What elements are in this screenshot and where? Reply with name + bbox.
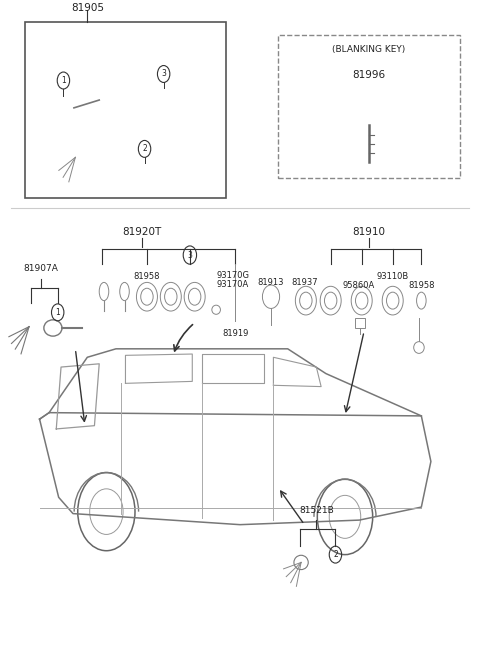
Text: 81907A: 81907A	[23, 263, 58, 272]
Text: 81905: 81905	[71, 3, 104, 12]
Text: 81958: 81958	[134, 272, 160, 281]
Text: 1: 1	[61, 76, 66, 85]
Text: 81521B: 81521B	[299, 506, 334, 515]
Text: 81958: 81958	[408, 281, 434, 290]
Text: 81996: 81996	[352, 70, 385, 81]
FancyBboxPatch shape	[278, 35, 459, 178]
Text: 95860A: 95860A	[342, 281, 374, 290]
Text: 93170G: 93170G	[216, 271, 249, 280]
Text: 3: 3	[161, 69, 166, 79]
Text: 93110B: 93110B	[377, 272, 409, 281]
Text: 3: 3	[188, 251, 192, 259]
Text: 81913: 81913	[258, 278, 284, 288]
Text: 2: 2	[142, 144, 147, 153]
FancyBboxPatch shape	[355, 318, 365, 328]
Text: 2: 2	[333, 550, 338, 559]
FancyBboxPatch shape	[25, 22, 226, 198]
Text: 1: 1	[55, 308, 60, 317]
Text: 81937: 81937	[291, 278, 318, 288]
Text: 81920T: 81920T	[122, 227, 162, 236]
Text: (BLANKING KEY): (BLANKING KEY)	[332, 45, 406, 54]
Text: 81910: 81910	[352, 227, 385, 236]
Text: 93170A: 93170A	[216, 280, 248, 290]
Text: 81919: 81919	[222, 329, 249, 338]
